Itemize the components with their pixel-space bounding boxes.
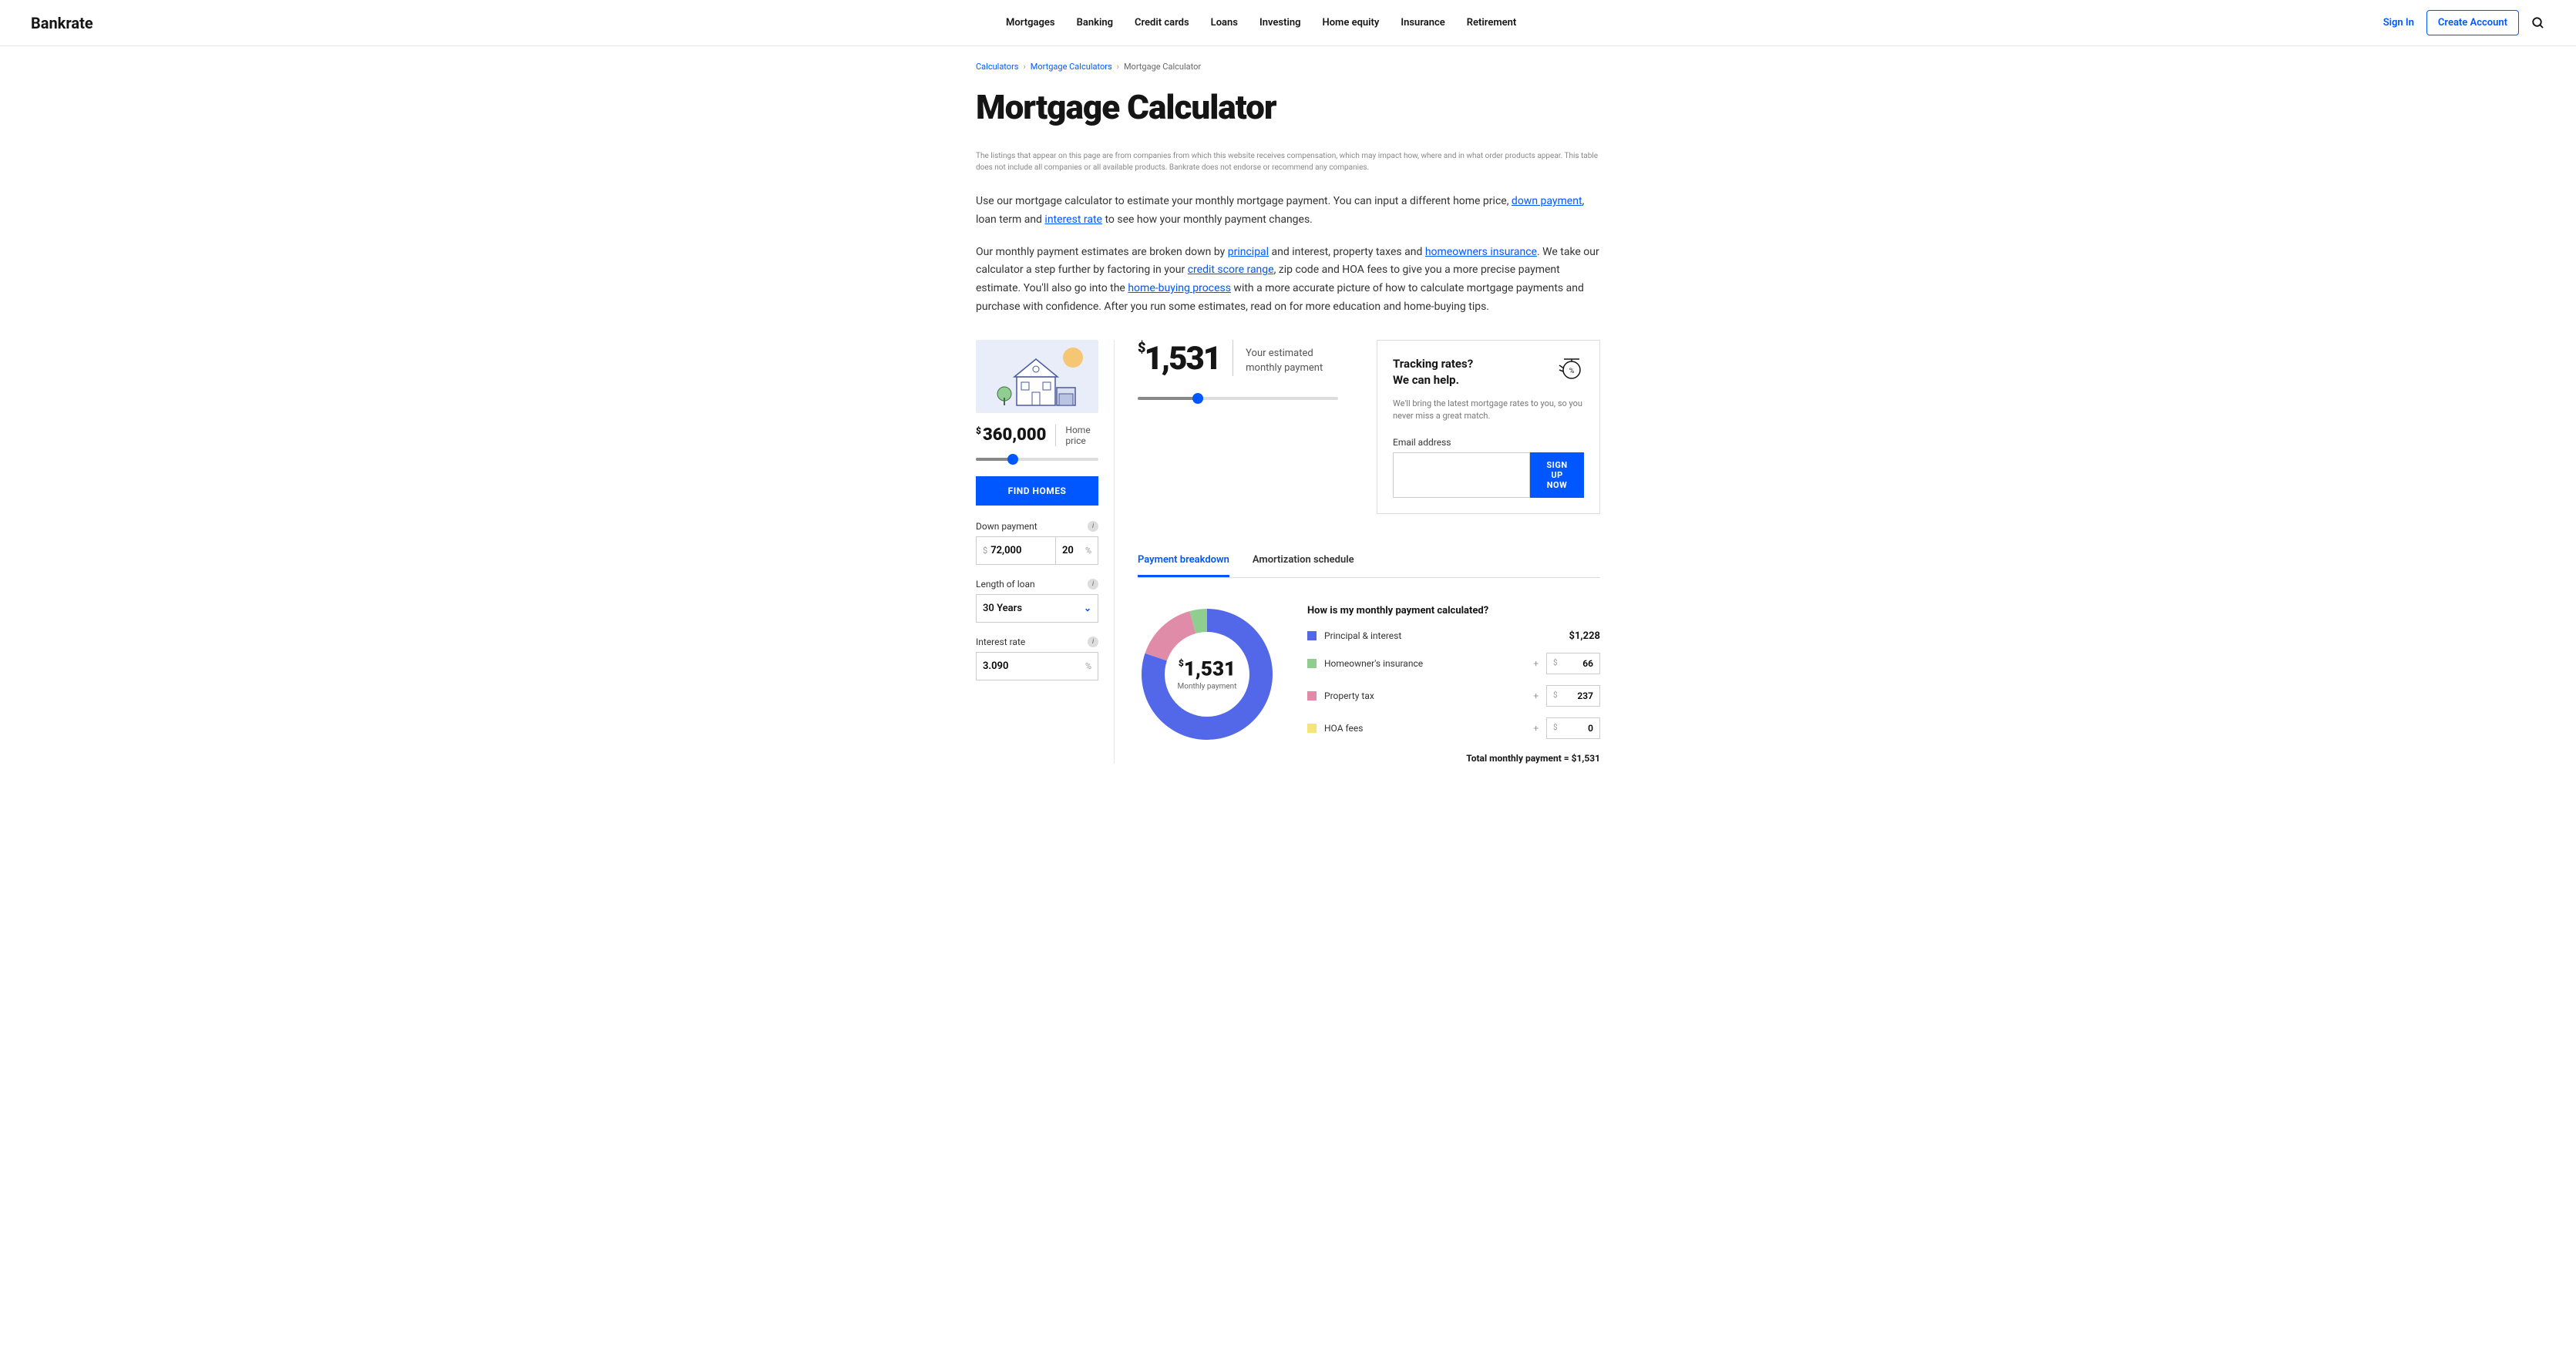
credit-score-link[interactable]: credit score range — [1188, 264, 1274, 276]
house-illustration — [976, 340, 1098, 413]
total-payment: Total monthly payment = $1,531 — [1307, 753, 1600, 764]
breakdown-label: Homeowner's insurance — [1324, 658, 1525, 669]
home-price-label: Home price — [1055, 425, 1098, 446]
intro-paragraph-1: Use our mortgage calculator to estimate … — [976, 193, 1600, 230]
breakdown-label: HOA fees — [1324, 723, 1525, 734]
breakdown-tabs: Payment breakdown Amortization schedule — [1138, 545, 1600, 578]
nav-item[interactable]: Insurance — [1401, 17, 1444, 29]
homeowners-insurance-link[interactable]: homeowners insurance — [1425, 246, 1537, 258]
email-label: Email address — [1393, 437, 1584, 448]
tab[interactable]: Payment breakdown — [1138, 545, 1229, 577]
nav-item[interactable]: Home equity — [1323, 17, 1380, 29]
email-input[interactable] — [1393, 452, 1530, 498]
down-payment-pct-input[interactable] — [1062, 545, 1082, 556]
breakdown-input[interactable] — [1561, 658, 1593, 669]
color-swatch — [1307, 659, 1317, 668]
breakdown-label: Principal & interest — [1324, 630, 1539, 641]
breakdown-input[interactable] — [1561, 723, 1593, 734]
info-icon[interactable]: i — [1088, 579, 1098, 590]
color-swatch — [1307, 631, 1317, 640]
down-payment-label: Down payment — [976, 521, 1037, 532]
home-price-value: $360,000 — [976, 425, 1046, 445]
nav-item[interactable]: Investing — [1259, 17, 1301, 29]
create-account-button[interactable]: Create Account — [2426, 10, 2519, 35]
breakdown-title: How is my monthly payment calculated? — [1307, 605, 1600, 616]
donut-label: Monthly payment — [1178, 682, 1237, 690]
down-payment-input[interactable] — [990, 545, 1049, 556]
nav-item[interactable]: Banking — [1077, 17, 1113, 29]
main-nav: Mortgages Banking Credit cards Loans Investi… — [140, 17, 2383, 29]
intro-paragraph-2: Our monthly payment estimates are broken… — [976, 244, 1600, 317]
tracking-description: We'll bring the latest mortgage rates to… — [1393, 398, 1584, 423]
sign-in-link[interactable]: Sign In — [2383, 17, 2414, 29]
page-title: Mortgage Calculator — [976, 87, 1600, 127]
color-swatch — [1307, 724, 1317, 733]
info-icon[interactable]: i — [1088, 521, 1098, 532]
search-icon[interactable] — [2531, 16, 2545, 30]
monthly-payment-label: Your estimatedmonthly payment — [1233, 340, 1323, 376]
brand-logo[interactable]: Bankrate — [31, 14, 93, 32]
payment-donut-chart: $1,531 Monthly payment — [1138, 605, 1276, 744]
home-price-slider[interactable] — [976, 458, 1098, 461]
nav-item[interactable]: Mortgages — [1006, 17, 1055, 29]
breadcrumb-item[interactable]: Calculators — [976, 62, 1018, 72]
svg-text:%: % — [1569, 368, 1575, 375]
breakdown-row: HOA fees+$ — [1307, 717, 1600, 739]
breakdown-row: Property tax+$ — [1307, 685, 1600, 707]
breadcrumb-item[interactable]: Mortgage Calculators — [1031, 62, 1112, 72]
breakdown-row: Homeowner's insurance+$ — [1307, 653, 1600, 674]
loan-length-select[interactable]: 30 Years⌄ — [976, 594, 1098, 623]
payment-slider[interactable] — [1138, 397, 1338, 400]
signup-button[interactable]: SIGN UP NOW — [1530, 452, 1584, 498]
find-homes-button[interactable]: FIND HOMES — [976, 476, 1098, 506]
interest-rate-label: Interest rate — [976, 637, 1025, 647]
interest-rate-link[interactable]: interest rate — [1044, 213, 1102, 226]
breakdown-input[interactable] — [1561, 690, 1593, 701]
tracking-title: Tracking rates?We can help. — [1393, 356, 1473, 388]
tab[interactable]: Amortization schedule — [1253, 545, 1354, 577]
loan-length-label: Length of loan — [976, 579, 1035, 590]
breadcrumb-item: Mortgage Calculator — [1124, 62, 1201, 72]
interest-rate-input[interactable] — [983, 660, 1082, 672]
breakdown-row: Principal & interest $1,228 — [1307, 630, 1600, 642]
color-swatch — [1307, 691, 1317, 700]
down-payment-link[interactable]: down payment — [1512, 195, 1582, 207]
breakdown-value: $1,228 — [1546, 630, 1600, 642]
nav-item[interactable]: Credit cards — [1135, 17, 1189, 29]
home-buying-link[interactable]: home-buying process — [1128, 282, 1231, 294]
nav-item[interactable]: Loans — [1211, 17, 1238, 29]
principal-link[interactable]: principal — [1228, 246, 1269, 258]
nav-item[interactable]: Retirement — [1467, 17, 1516, 29]
chevron-down-icon: ⌄ — [1084, 603, 1091, 613]
breakdown-label: Property tax — [1324, 690, 1525, 701]
info-icon[interactable]: i — [1088, 637, 1098, 647]
disclaimer-text: The listings that appear on this page ar… — [976, 150, 1600, 173]
breadcrumb: Calculators›Mortgage Calculators›Mortgag… — [976, 62, 1600, 72]
monthly-payment-value: $1,531 — [1138, 340, 1220, 378]
donut-amount: $1,531 — [1178, 657, 1237, 680]
tracking-card: Tracking rates?We can help. % We'll brin… — [1377, 340, 1600, 514]
rate-tracker-icon: % — [1556, 356, 1584, 379]
